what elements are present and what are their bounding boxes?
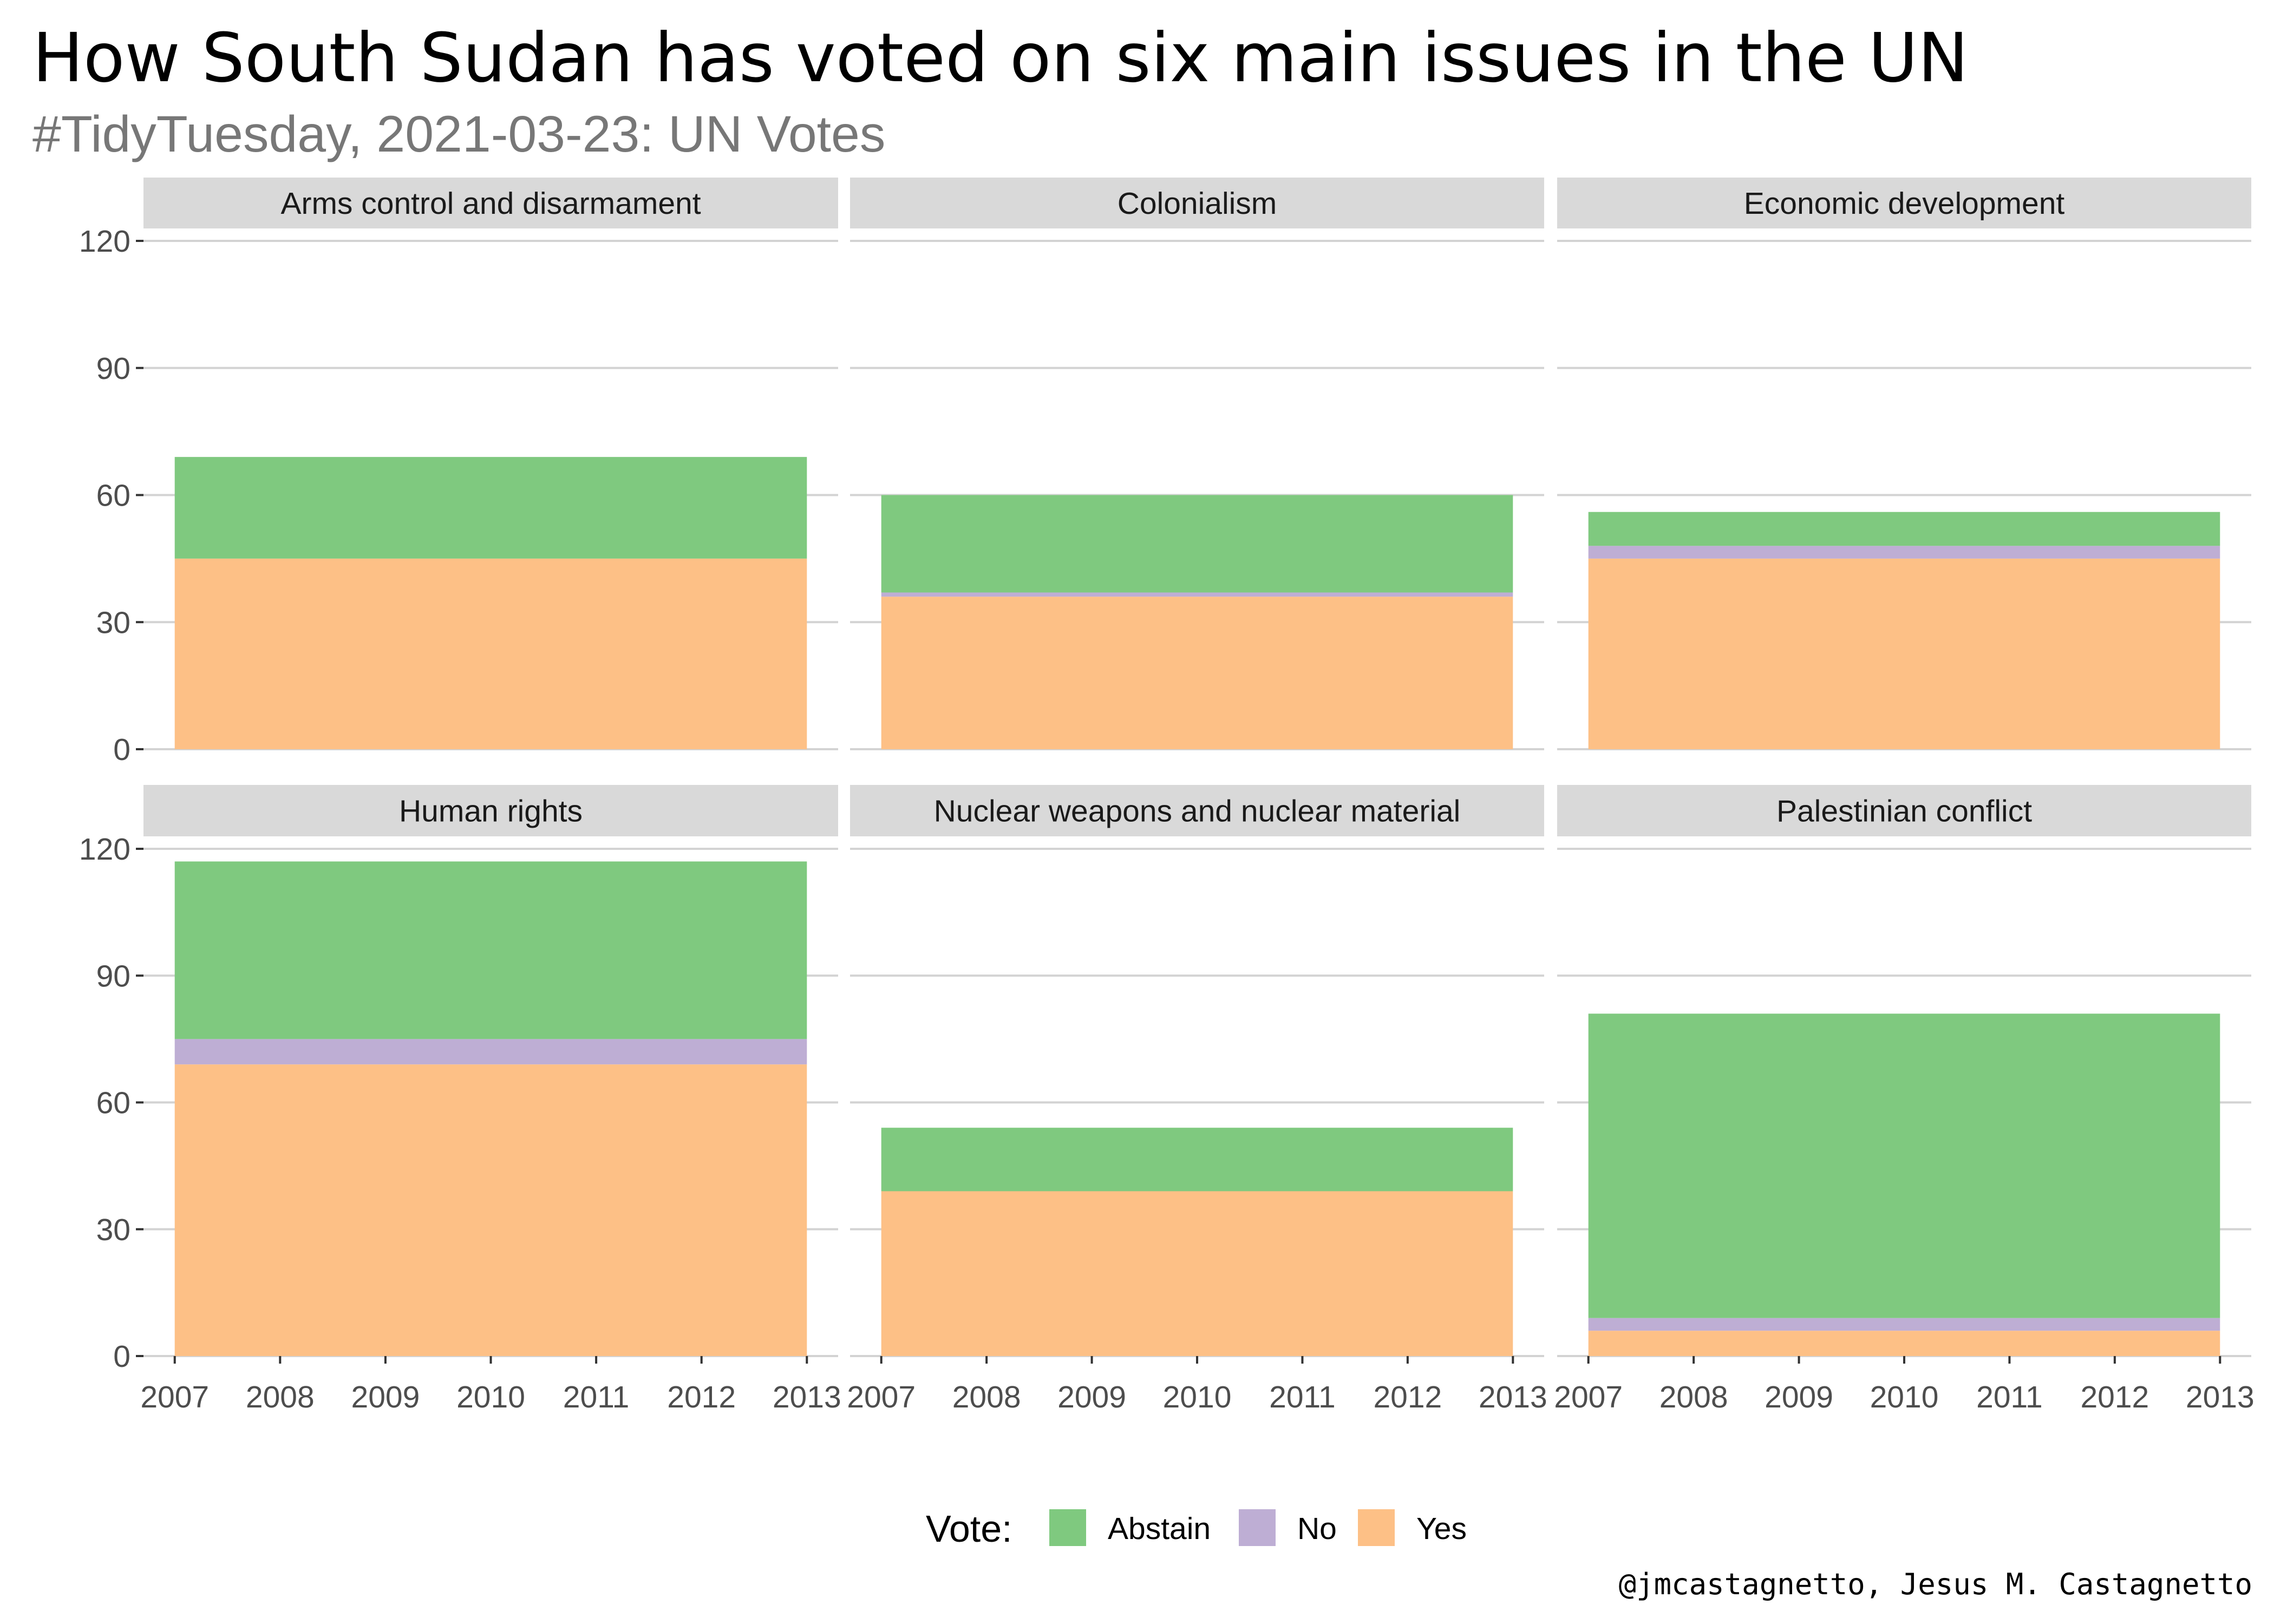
x-tick-label: 2010 [1163, 1380, 1232, 1415]
facet-panel: Palestinian conflict 2007 2008 2009 2010 2011… [1554, 785, 2255, 1415]
y-tick-label: 0 [113, 732, 130, 767]
legend-title: Vote: [926, 1508, 1012, 1550]
area-abstain [174, 861, 807, 1039]
x-tick-label: 2011 [1976, 1380, 2043, 1415]
facet-strip [143, 785, 838, 836]
area-no [1588, 546, 2220, 559]
x-tick-label: 2013 [1479, 1380, 1547, 1415]
y-tick-label: 120 [79, 224, 130, 259]
legend: Vote: Abstain No Yes [926, 1508, 1467, 1550]
y-tick-label: 90 [96, 959, 130, 993]
area-yes [174, 558, 807, 749]
x-tick-label: 2007 [847, 1380, 916, 1415]
area-no [174, 1039, 807, 1065]
facet-label: Economic development [1744, 186, 2065, 221]
facet-panels: Arms control and disarmament 0 30 60 90 120 Co… [79, 178, 2255, 1415]
facet-strip [850, 785, 1544, 836]
area-abstain [1588, 1013, 2220, 1318]
x-tick-label: 2008 [246, 1380, 315, 1415]
area-yes [881, 597, 1513, 749]
x-tick-label: 2010 [1870, 1380, 1939, 1415]
x-tick-label: 2009 [1765, 1380, 1833, 1415]
x-tick-label: 2012 [667, 1380, 736, 1415]
facet-strip [143, 178, 838, 228]
y-tick-label: 0 [113, 1339, 130, 1374]
facet-panel: Economic development [1557, 178, 2251, 750]
facet-strip [850, 178, 1544, 228]
x-tick-label: 2012 [1373, 1380, 1442, 1415]
facet-panel: Colonialism [850, 178, 1544, 750]
legend-label-abstain: Abstain [1108, 1511, 1211, 1546]
area-yes [881, 1191, 1513, 1356]
x-tick-label: 2011 [1269, 1380, 1336, 1415]
facet-panel: Nuclear weapons and nuclear material 2007… [847, 785, 1547, 1415]
facet-panel: Human rights 0 30 60 90 120 2007 2008 2009 2010 20… [79, 785, 841, 1415]
facet-panel: Arms control and disarmament 0 30 60 90 120 [79, 178, 838, 767]
chart-title: How South Sudan has voted on six main is… [32, 19, 1969, 97]
legend-label-yes: Yes [1416, 1511, 1467, 1546]
legend-key-yes [1358, 1509, 1395, 1546]
area-abstain [881, 495, 1513, 593]
x-tick-label: 2007 [1554, 1380, 1623, 1415]
y-tick-label: 60 [96, 1086, 130, 1121]
area-no [881, 592, 1513, 597]
x-tick-label: 2011 [563, 1380, 630, 1415]
legend-key-no [1239, 1509, 1276, 1546]
legend-label-no: No [1297, 1511, 1337, 1546]
x-tick-label: 2013 [773, 1380, 841, 1415]
x-tick-label: 2009 [1057, 1380, 1126, 1415]
area-yes [174, 1064, 807, 1356]
x-tick-label: 2008 [952, 1380, 1021, 1415]
facet-label: Palestinian conflict [1776, 794, 2032, 829]
x-tick-label: 2012 [2080, 1380, 2149, 1415]
facet-label: Nuclear weapons and nuclear material [934, 794, 1461, 829]
area-no [1588, 1318, 2220, 1331]
area-yes [1588, 558, 2220, 749]
legend-key-abstain [1049, 1509, 1086, 1546]
y-tick-label: 90 [96, 351, 130, 386]
facet-label: Colonialism [1118, 186, 1277, 221]
y-tick-label: 120 [79, 832, 130, 867]
facet-label: Human rights [399, 794, 583, 829]
area-abstain [881, 1128, 1513, 1191]
area-abstain [1588, 512, 2220, 546]
y-tick-label: 30 [96, 1213, 130, 1247]
area-abstain [174, 457, 807, 559]
chart-caption: @jmcastagnetto, Jesus M. Castagnetto [1619, 1567, 2252, 1601]
x-tick-label: 2009 [351, 1380, 420, 1415]
x-tick-label: 2013 [2186, 1380, 2255, 1415]
facet-label: Arms control and disarmament [280, 186, 701, 221]
x-tick-label: 2008 [1659, 1380, 1728, 1415]
area-yes [1588, 1331, 2220, 1356]
facet-strip [1557, 178, 2251, 228]
y-tick-label: 60 [96, 479, 130, 513]
x-tick-label: 2010 [456, 1380, 525, 1415]
y-tick-label: 30 [96, 605, 130, 640]
facet-strip [1557, 785, 2251, 836]
chart-subtitle: #TidyTuesday, 2021-03-23: UN Votes [32, 106, 885, 163]
x-tick-label: 2007 [140, 1380, 209, 1415]
